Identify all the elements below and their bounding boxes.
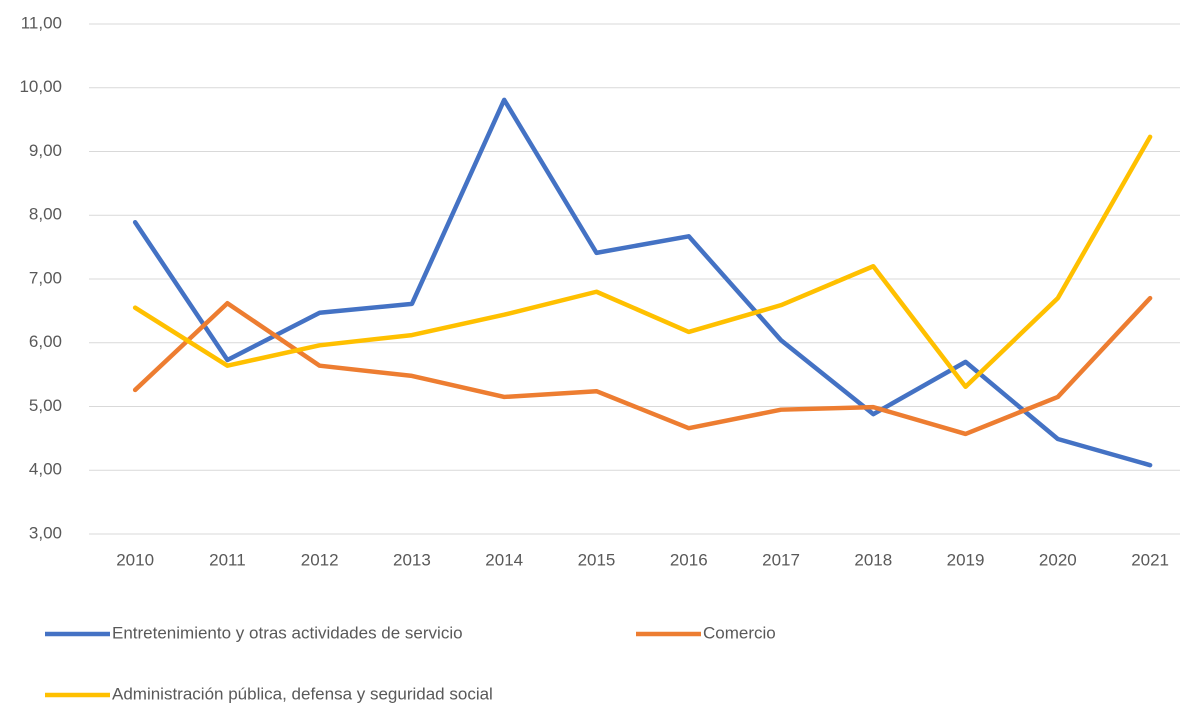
y-tick-label: 3,00 [29,523,62,542]
x-tick-label: 2014 [485,550,523,569]
legend-label: Administración pública, defensa y seguri… [112,684,493,703]
x-tick-label: 2013 [393,550,431,569]
y-tick-label: 7,00 [29,268,62,287]
y-tick-label: 10,00 [19,77,62,96]
y-tick-label: 4,00 [29,460,62,479]
x-tick-label: 2017 [762,550,800,569]
legend-label: Entretenimiento y otras actividades de s… [112,623,463,642]
x-tick-label: 2011 [209,550,246,569]
x-tick-label: 2012 [301,550,339,569]
series-line [132,295,1153,437]
x-tick-label: 2015 [578,550,616,569]
x-tick-label: 2019 [947,550,985,569]
x-tick-label: 2016 [670,550,708,569]
y-tick-label: 9,00 [29,141,62,160]
y-tick-label: 5,00 [29,396,62,415]
y-tick-label: 8,00 [29,205,62,224]
series-line [132,134,1153,389]
y-tick-label: 11,00 [21,13,62,32]
x-tick-label: 2020 [1039,550,1077,569]
legend-label: Comercio [703,623,776,642]
x-tick-label: 2021 [1131,550,1169,569]
y-tick-label: 6,00 [29,332,62,351]
x-tick-label: 2010 [116,550,154,569]
x-tick-label: 2018 [854,550,892,569]
